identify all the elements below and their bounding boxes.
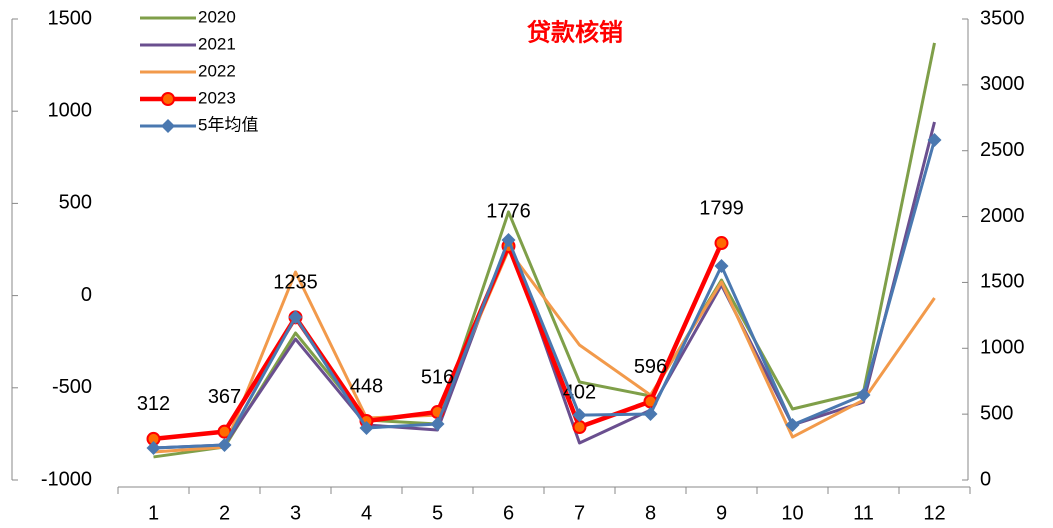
x-tick-label: 2: [219, 502, 230, 523]
point: [359, 420, 374, 435]
data-label: 1235: [273, 272, 318, 294]
y2-tick-label: 500: [980, 402, 1013, 424]
point: [430, 417, 445, 432]
data-label: 367: [208, 386, 241, 408]
data-label: 596: [634, 356, 667, 378]
legend-marker: [161, 92, 175, 106]
y-tick-label: -500: [52, 376, 92, 398]
y2-tick-label: 2000: [980, 205, 1025, 227]
point: [217, 437, 232, 452]
legend-label: 2021: [198, 34, 236, 53]
x-tick-label: 3: [290, 502, 301, 523]
x-tick-label: 11: [853, 502, 874, 523]
legend-label: 5年均值: [198, 115, 258, 134]
x-tick-label: 7: [574, 502, 585, 523]
y-tick-label: 1000: [48, 99, 93, 121]
series-line: [153, 248, 936, 454]
chart-title: 贷款核销: [527, 18, 623, 46]
legend-label: 2020: [198, 7, 236, 26]
x-tick-label: 10: [781, 502, 803, 523]
point: [785, 417, 800, 432]
point: [714, 236, 729, 251]
data-label: 516: [421, 366, 454, 388]
x-tick-label: 4: [361, 502, 372, 523]
data-label: 312: [137, 393, 170, 415]
y-tick-label: 0: [81, 284, 92, 306]
x-tick-label: 9: [716, 502, 727, 523]
y-tick-label: -1000: [41, 468, 92, 490]
legend-marker: [161, 119, 175, 133]
x-tick-label: 5: [432, 502, 443, 523]
series-line: [153, 139, 936, 450]
point: [927, 133, 942, 148]
series-line: [153, 42, 936, 459]
x-tick-label: 6: [503, 502, 514, 523]
x-tick-label: 8: [645, 502, 656, 523]
y2-tick-label: 3500: [980, 7, 1025, 29]
y2-tick-label: 1500: [980, 271, 1025, 293]
y2-tick-label: 3000: [980, 73, 1025, 95]
point: [643, 407, 658, 422]
data-label: 1799: [699, 197, 744, 219]
y-tick-label: 500: [59, 192, 92, 214]
y2-tick-label: 1000: [980, 337, 1025, 359]
series-line: [153, 121, 936, 450]
point: [714, 258, 729, 273]
point: [572, 408, 587, 423]
data-label: 448: [350, 375, 383, 397]
x-tick-label: 12: [923, 502, 945, 523]
y2-tick-label: 0: [980, 468, 991, 490]
point: [572, 420, 587, 435]
x-tick-label: 1: [148, 502, 159, 523]
data-label: 1776: [486, 200, 531, 222]
y-tick-label: 1500: [48, 7, 93, 29]
legend-label: 2023: [198, 88, 236, 107]
point: [501, 233, 516, 248]
legend-label: 2022: [198, 61, 236, 80]
point: [146, 440, 161, 455]
y2-tick-label: 2500: [980, 139, 1025, 161]
point: [856, 388, 871, 403]
point: [288, 310, 303, 325]
